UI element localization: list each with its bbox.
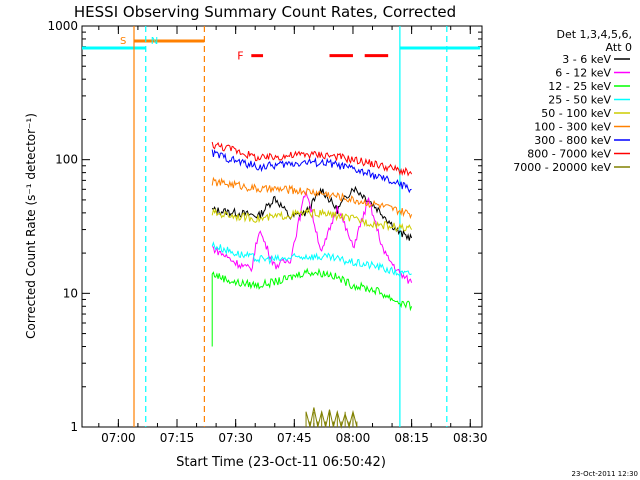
- series-line: [211, 241, 412, 278]
- legend-header: Att 0: [606, 41, 632, 54]
- series-line: [211, 267, 413, 347]
- x-tick-label: 07:45: [277, 431, 312, 445]
- legend-entry-label: 50 - 100 keV: [541, 107, 611, 120]
- x-tick-label: 08:30: [453, 431, 488, 445]
- x-tick-label: 07:00: [101, 431, 136, 445]
- x-axis-label: Start Time (23-Oct-11 06:50:42): [176, 455, 386, 470]
- series-line: [211, 207, 413, 232]
- plot-frame: [81, 25, 483, 428]
- series-line: [211, 176, 413, 220]
- y-tick-label: 1: [70, 420, 78, 434]
- x-tick-label: 07:30: [218, 431, 253, 445]
- y-tick-label: 10: [63, 286, 78, 300]
- legend-entry-label: 300 - 800 keV: [534, 134, 611, 147]
- series-line: [211, 141, 413, 177]
- date-stamp: 23-Oct-2011 12:30: [572, 470, 638, 478]
- axis-ticks: 07:00 07:15 07:30 07:45 08:00 08:15 08:30 1 10 10…: [47, 19, 487, 445]
- chart-title: HESSI Observing Summary Count Rates, Cor…: [74, 3, 456, 21]
- legend-entry-label: 3 - 6 keV: [562, 53, 611, 66]
- annotations: S N F: [82, 26, 480, 427]
- state-label: S: [120, 36, 126, 47]
- series-group: [211, 141, 413, 429]
- state-label: N: [151, 36, 158, 47]
- series-line: [211, 149, 412, 194]
- y-tick-label: 1000: [47, 19, 78, 33]
- series-line: [211, 185, 413, 241]
- series-line: [305, 407, 358, 429]
- y-axis-label: Corrected Count Rate (s⁻¹ detector⁻¹): [24, 113, 38, 339]
- legend-entry-label: 7000 - 20000 keV: [513, 161, 611, 174]
- legend-entry-label: 25 - 50 keV: [548, 94, 611, 107]
- series-line: [212, 191, 413, 284]
- legend-entry-label: 800 - 7000 keV: [527, 148, 611, 161]
- legend-entry-label: 6 - 12 keV: [555, 67, 611, 80]
- legend-entry-label: 12 - 25 keV: [548, 80, 611, 93]
- y-tick-label: 100: [55, 153, 78, 167]
- x-tick-label: 08:00: [336, 431, 371, 445]
- x-tick-label: 07:15: [160, 431, 195, 445]
- flare-flag-label: F: [237, 50, 243, 63]
- x-tick-label: 08:15: [394, 431, 429, 445]
- legend-entry-label: 100 - 300 keV: [534, 121, 611, 134]
- legend-header: Det 1,3,4,5,6,: [556, 28, 632, 41]
